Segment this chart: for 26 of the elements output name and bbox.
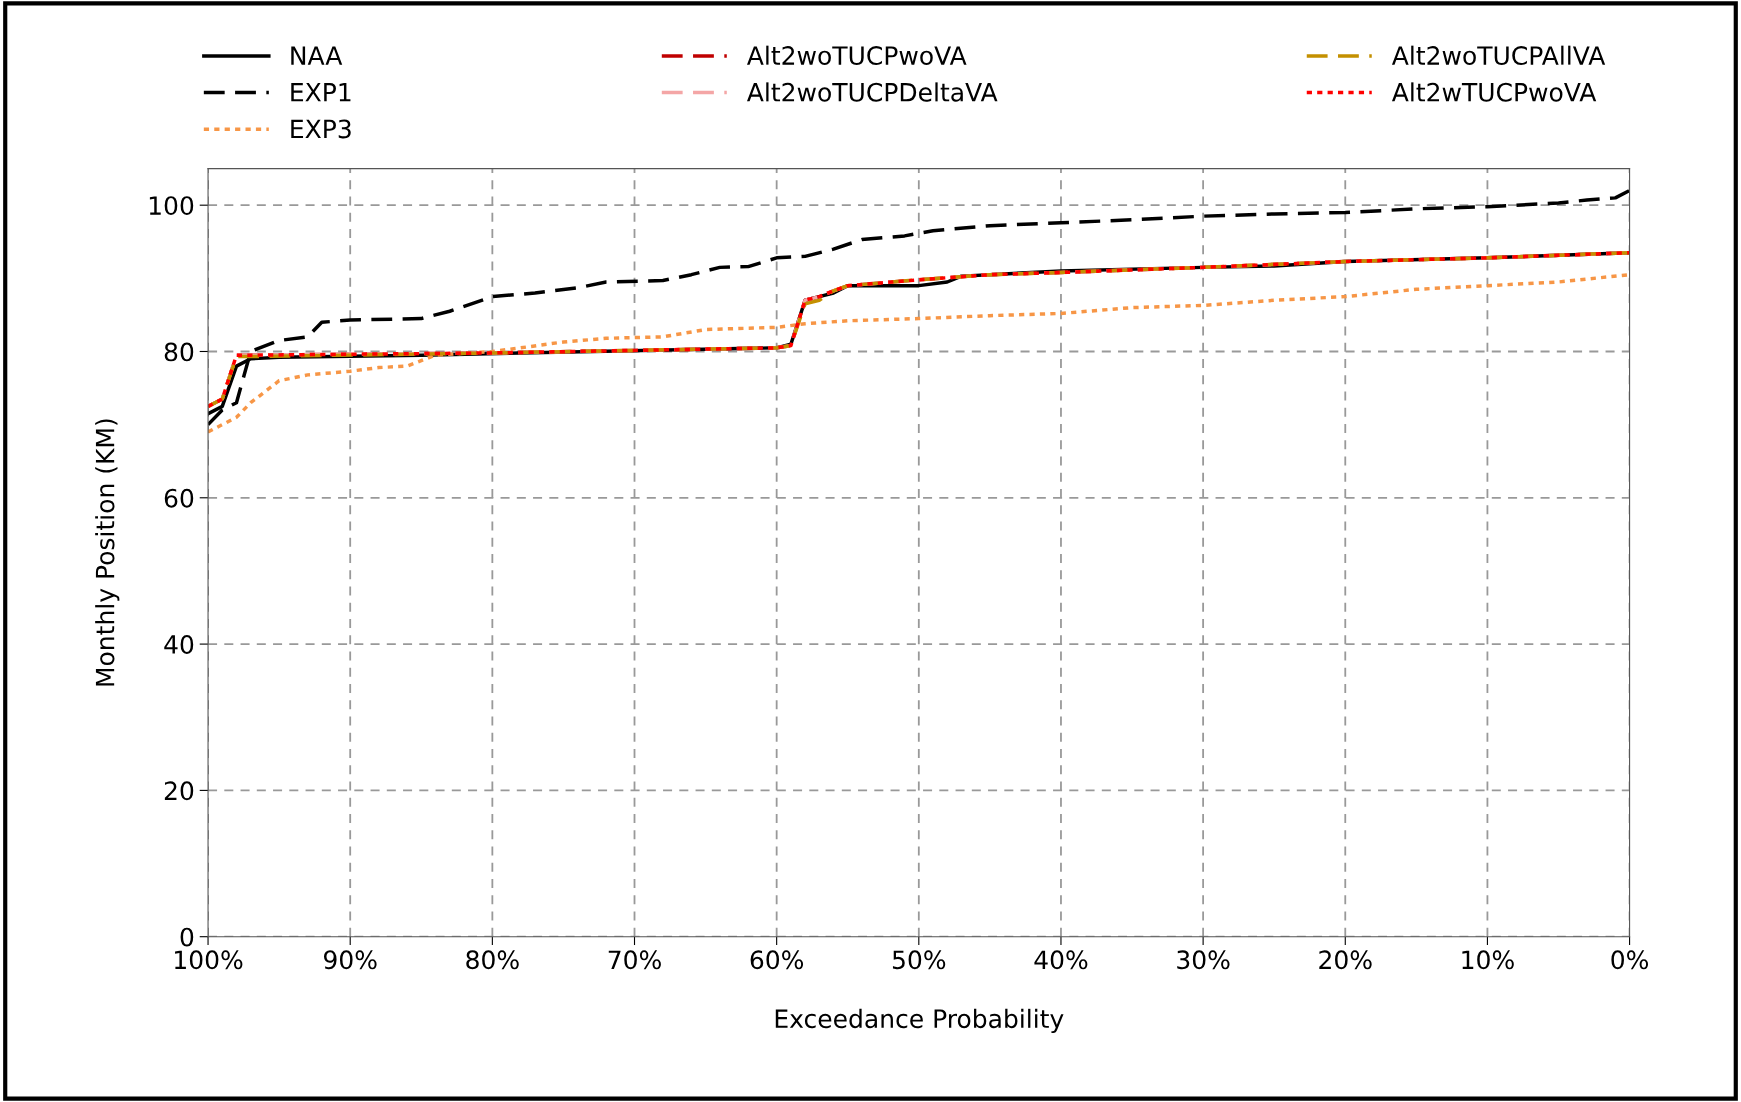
legend-label: Alt2woTUCPDeltaVA	[746, 82, 998, 102]
x-tick-label: 10%	[1462, 950, 1514, 970]
x-tick-label: 90%	[323, 950, 377, 970]
y-tick-label: 80	[164, 342, 194, 362]
x-tick-label: 40%	[1034, 950, 1088, 970]
x-tick-label: 20%	[1319, 950, 1372, 970]
legend-label: EXP1	[291, 83, 351, 102]
legend-label: Alt2woTUCPwoVA	[746, 45, 967, 66]
legend-label: NAA	[291, 46, 343, 65]
y-tick-label: 40	[164, 635, 194, 654]
x-axis-title: Exceedance Probability	[775, 1008, 1064, 1034]
legend-label: EXP3	[291, 119, 351, 139]
x-tick-label: 50%	[892, 950, 946, 970]
y-axis-title: Monthly Position (KM)	[95, 419, 120, 686]
x-tick-label: 70%	[608, 950, 661, 970]
x-tick-label: 0%	[1611, 950, 1649, 970]
legend-label: Alt2wTUCPwoVA	[1391, 82, 1597, 102]
legend-label: Alt2woTUCPAllVA	[1391, 45, 1606, 66]
x-tick-label: 80%	[466, 950, 519, 970]
x-tick-label: 60%	[750, 950, 804, 970]
x-tick-label: 100%	[175, 950, 243, 970]
y-tick-label: 60	[164, 488, 194, 508]
x-tick-label: 30%	[1177, 950, 1230, 970]
y-tick-label: 100	[149, 196, 194, 216]
y-tick-label: 0	[180, 927, 194, 947]
y-tick-label: 20	[164, 781, 194, 801]
